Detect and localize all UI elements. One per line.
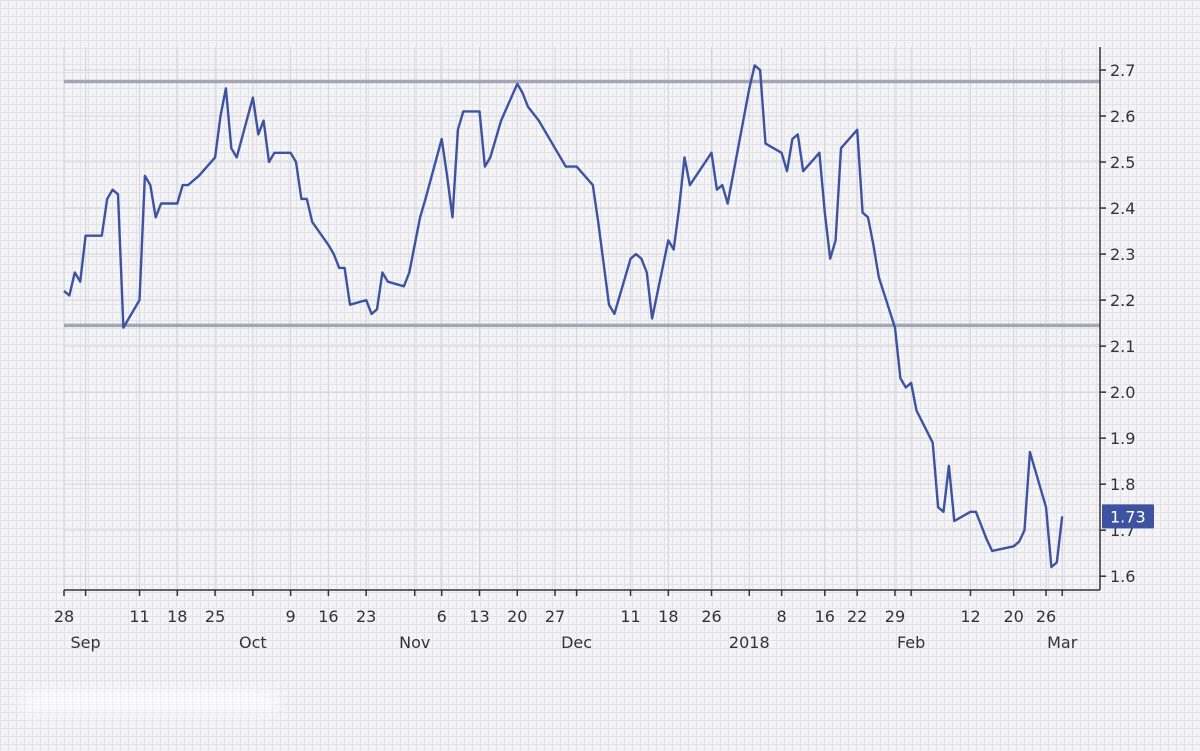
x-tick-label: 8	[777, 607, 787, 626]
x-tick-label: 26	[1036, 607, 1056, 626]
y-tick-label: 2.7	[1110, 61, 1135, 80]
y-tick-label: 2.5	[1110, 153, 1135, 172]
x-tick-label: 23	[356, 607, 376, 626]
month-label: Dec	[561, 633, 592, 652]
x-tick-label: 28	[54, 607, 74, 626]
x-tick-label: 27	[545, 607, 565, 626]
x-tick-label: 11	[620, 607, 640, 626]
month-label: Mar	[1047, 633, 1078, 652]
y-tick-label: 1.8	[1110, 475, 1135, 494]
month-label: 2018	[729, 633, 770, 652]
last-value-label-text: 1.73	[1110, 507, 1146, 526]
y-tick-label: 2.4	[1110, 199, 1135, 218]
x-tick-label: 25	[205, 607, 225, 626]
last-value-label: 1.73	[1102, 504, 1154, 529]
x-tick-label: 9	[286, 607, 296, 626]
y-tick-label: 2.1	[1110, 337, 1135, 356]
month-label: Feb	[897, 633, 925, 652]
x-tick-label: 18	[658, 607, 678, 626]
month-label: Nov	[399, 633, 430, 652]
vertical-gridlines	[63, 47, 1063, 590]
y-tick-label: 2.6	[1110, 107, 1135, 126]
last-value-label-background	[1102, 504, 1154, 529]
y-axis-ticks: 1.61.71.81.92.02.12.22.32.42.52.62.7	[1100, 61, 1135, 586]
y-tick-label: 1.6	[1110, 567, 1135, 586]
x-tick-label: 16	[815, 607, 835, 626]
y-tick-label: 2.0	[1110, 383, 1135, 402]
y-tick-label: 2.3	[1110, 245, 1135, 264]
x-tick-label: 12	[960, 607, 980, 626]
x-tick-label: 22	[847, 607, 867, 626]
x-axis-ticks: 28 11 18 25 9 16 23 6 13 20 27 11 18 26 8 16 22 29 12 20 26	[54, 590, 1063, 626]
x-tick-label: 13	[469, 607, 489, 626]
series-line	[63, 64, 1064, 569]
x-tick-label: 6	[437, 607, 447, 626]
month-label: Oct	[239, 633, 267, 652]
x-tick-label: 16	[318, 607, 338, 626]
x-tick-label: 20	[1003, 607, 1023, 626]
month-label: Sep	[71, 633, 101, 652]
x-tick-label: 20	[507, 607, 527, 626]
x-axis-month-labels: Sep Oct Nov Dec 2018 Feb Mar	[71, 633, 1078, 652]
background-smudge	[20, 690, 280, 714]
y-tick-label: 2.2	[1110, 291, 1135, 310]
horizontal-gridlines	[64, 69, 1100, 577]
x-tick-label: 11	[129, 607, 149, 626]
x-tick-label: 26	[701, 607, 721, 626]
x-tick-label: 29	[885, 607, 905, 626]
reference-lines	[64, 79, 1100, 328]
y-tick-label: 1.9	[1110, 429, 1135, 448]
x-tick-label: 18	[167, 607, 187, 626]
